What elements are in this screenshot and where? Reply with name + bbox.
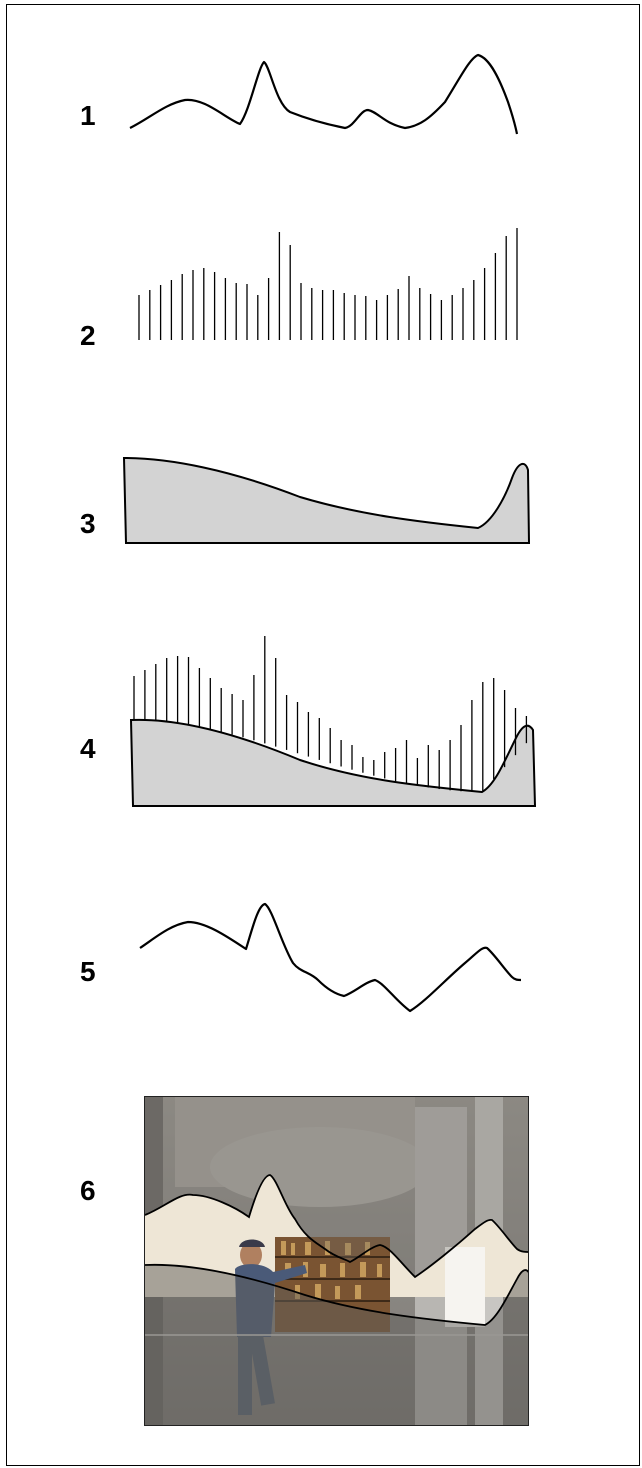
panel-label-6: 6: [80, 1175, 96, 1206]
panel-5-curve-plot: [139, 902, 522, 1013]
figure-frame: [6, 4, 640, 1466]
curve-5: [139, 902, 522, 1013]
photo-scene: [145, 1097, 528, 1425]
area-4: [129, 718, 537, 807]
area-3: [122, 456, 531, 544]
panel-4-combined-plot: [129, 636, 537, 807]
panel-label-2: 2: [80, 320, 96, 351]
photo-curve-upper: [145, 1174, 528, 1279]
panel-2-stem-plot: [138, 228, 518, 340]
photo-curve-lower: [145, 1263, 528, 1326]
panel-label-1: 1: [80, 100, 96, 131]
panel-1-curve-plot: [129, 53, 519, 135]
panel-label-3: 3: [80, 508, 96, 539]
panel-label-4: 4: [80, 733, 96, 764]
panel-3-area-plot: [122, 456, 531, 544]
curve-1: [129, 53, 519, 135]
panel-6-photo: [144, 1096, 529, 1426]
panel-label-5: 5: [80, 956, 96, 987]
